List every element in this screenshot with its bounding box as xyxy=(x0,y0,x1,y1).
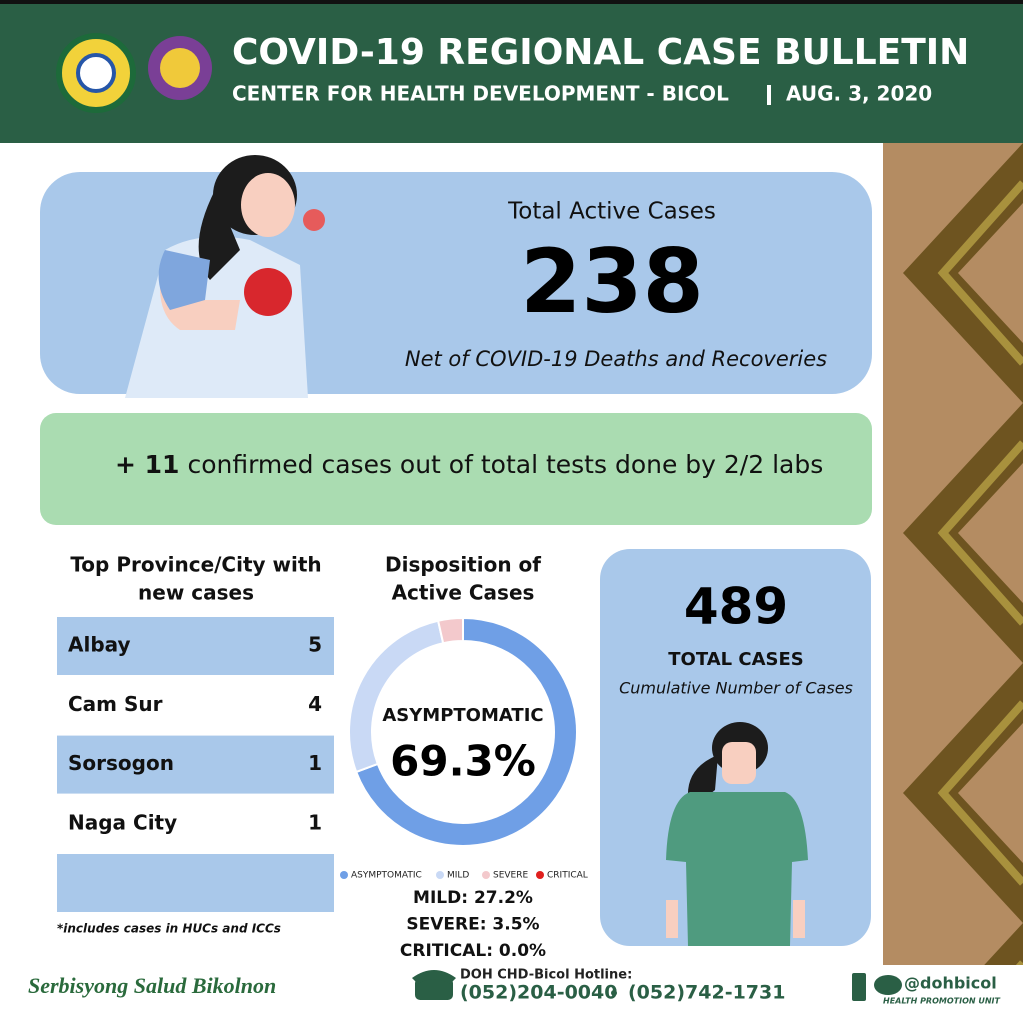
legend-swatch xyxy=(482,871,490,879)
facebook-icon xyxy=(852,973,866,1001)
confirmed-line: + 11 confirmed cases out of total tests d… xyxy=(115,450,823,479)
confirmed-count: + 11 xyxy=(115,450,179,479)
confirmed-text: confirmed cases out of total tests done … xyxy=(187,450,823,479)
legend-swatch xyxy=(340,871,348,879)
center-category: ASYMPTOMATIC xyxy=(382,705,543,726)
phone-separator xyxy=(611,990,617,996)
province-count: 4 xyxy=(308,692,322,716)
chart-title: Active Cases xyxy=(392,581,535,605)
table-row xyxy=(57,735,334,794)
woman-illustration xyxy=(666,722,808,946)
active-note: Net of COVID-19 Deaths and Recoveries xyxy=(405,347,827,371)
chd-logo-center xyxy=(160,48,200,88)
total-note: Cumulative Number of Cases xyxy=(619,679,853,698)
province-name: Naga City xyxy=(68,810,177,834)
chart-title: Disposition of xyxy=(385,553,541,577)
value-label: MILD: 27.2% xyxy=(413,888,533,908)
unit: HEALTH PROMOTION UNIT xyxy=(883,997,1001,1006)
table-row xyxy=(57,676,334,735)
twitter-icon xyxy=(874,975,902,995)
value-label: SEVERE: 3.5% xyxy=(406,915,539,935)
province-count: 5 xyxy=(308,633,322,657)
province-name: Cam Sur xyxy=(68,692,163,716)
donut-slice xyxy=(436,616,464,645)
separator xyxy=(767,85,771,105)
center-value: 69.3% xyxy=(390,737,536,786)
title: COVID-19 REGIONAL CASE BULLETIN xyxy=(232,32,969,73)
province-count: 1 xyxy=(308,751,322,775)
total-value: 489 xyxy=(684,578,788,636)
provinces-title: Top Province/City with xyxy=(70,553,321,577)
province-name: Albay xyxy=(68,633,131,657)
doh-seal-center xyxy=(76,53,116,93)
phone: (052)742-1731 xyxy=(628,982,785,1004)
legend-label: ASYMPTOMATIC xyxy=(351,871,422,881)
slogan: Serbisyong Salud Bikolnon xyxy=(28,973,276,998)
sick-woman-illustration xyxy=(125,155,325,398)
donut-chart: ASYMPTOMATIC 69.3% ASYMPTOMATIC MILD SEVERE C… xyxy=(340,616,588,961)
phone: (052)204-0040 xyxy=(460,982,617,1004)
legend-swatch xyxy=(536,871,544,879)
phone-icon xyxy=(412,970,456,1000)
weave-texture xyxy=(883,143,1023,965)
donut-slice xyxy=(354,616,578,847)
footnote: *includes cases in HUCs and ICCs xyxy=(57,922,281,936)
date: AUG. 3, 2020 xyxy=(786,82,932,106)
legend-label: SEVERE xyxy=(493,871,528,881)
top-border xyxy=(0,0,1023,4)
legend-label: CRITICAL xyxy=(547,871,588,881)
provinces-title: new cases xyxy=(138,581,254,605)
total-label: TOTAL CASES xyxy=(668,649,804,670)
empty-row xyxy=(57,854,334,912)
province-name: Sorsogon xyxy=(68,751,174,775)
legend-swatch xyxy=(436,871,444,879)
active-value: 238 xyxy=(520,230,704,333)
table-row xyxy=(57,794,334,853)
province-count: 1 xyxy=(308,810,322,834)
active-label: Total Active Cases xyxy=(507,199,716,225)
table-row xyxy=(57,617,334,675)
organization: CENTER FOR HEALTH DEVELOPMENT - BICOL xyxy=(232,82,729,106)
hotline-label: DOH CHD-Bicol Hotline: xyxy=(460,968,632,983)
social-handle: @dohbicol xyxy=(904,974,997,993)
legend-label: MILD xyxy=(447,871,469,881)
confirmed-box xyxy=(40,413,872,525)
value-label: CRITICAL: 0.0% xyxy=(400,941,546,961)
provinces-table: Albay 5 Cam Sur 4 Sorsogon 1 Naga City 1 xyxy=(57,617,334,853)
